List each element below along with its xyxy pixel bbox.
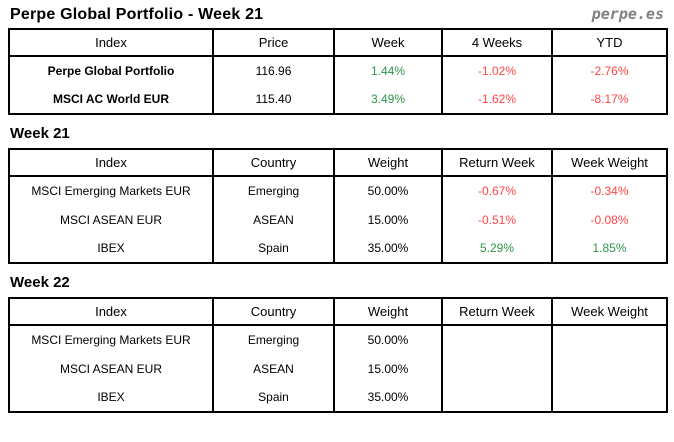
week22-header-row: Index Country Weight Return Week Week We…: [9, 298, 667, 326]
table-row: MSCI Emerging Markets EUR Emerging 50.00…: [9, 176, 667, 205]
cell-index: IBEX: [97, 241, 125, 255]
page-title: Perpe Global Portfolio - Week 21: [10, 6, 264, 23]
cell-week-weight: -0.08%: [551, 205, 667, 234]
week22-header-weight: Weight: [333, 298, 442, 326]
cell-week-return: 3.49%: [333, 85, 442, 114]
table-row: MSCI ASEAN EUR ASEAN 15.00% -0.51% -0.08…: [9, 205, 667, 234]
cell-return-week: -0.51%: [441, 205, 552, 234]
cell-week-weight: [551, 354, 667, 383]
cell-index: MSCI Emerging Markets EUR: [31, 184, 191, 198]
cell-weight: 15.00%: [333, 354, 442, 383]
cell-country: ASEAN: [212, 205, 334, 234]
cell-weight: 15.00%: [333, 205, 442, 234]
cell-4weeks-return: -1.02%: [441, 56, 552, 85]
cell-weight: 50.00%: [333, 325, 442, 354]
cell-country: Spain: [212, 234, 334, 263]
week22-table: Index Country Weight Return Week Week We…: [8, 297, 668, 413]
cell-week-return: 1.44%: [333, 56, 442, 85]
title-bar: Perpe Global Portfolio - Week 21 perpe.e…: [0, 5, 674, 28]
table-row: MSCI Emerging Markets EUR Emerging 50.00…: [9, 325, 667, 354]
cell-price: 116.96: [212, 56, 334, 85]
week21-header-index: Index: [9, 149, 213, 177]
cell-index: Perpe Global Portfolio: [47, 64, 175, 78]
week22-header-week-weight: Week Weight: [551, 298, 667, 326]
cell-country: Emerging: [212, 176, 334, 205]
cell-week-weight: [551, 383, 667, 412]
summary-header-week: Week: [333, 29, 442, 57]
week21-heading: Week 21: [10, 125, 70, 142]
cell-index: MSCI ASEAN EUR: [59, 361, 163, 376]
cell-ytd-return: -2.76%: [551, 56, 667, 85]
cell-weight: 35.00%: [333, 234, 442, 263]
table-row: IBEX Spain 35.00%: [9, 383, 667, 412]
cell-country: Emerging: [212, 325, 334, 354]
summary-header-index: Index: [9, 29, 213, 57]
cell-return-week: 5.29%: [441, 234, 552, 263]
cell-price: 115.40: [212, 85, 334, 114]
week22-header-country: Country: [212, 298, 334, 326]
table-row: MSCI ASEAN EUR ASEAN 15.00%: [9, 354, 667, 383]
cell-return-week: [441, 325, 552, 354]
summary-header-price: Price: [212, 29, 334, 57]
cell-index: MSCI AC World EUR: [53, 92, 169, 106]
week22-header-index: Index: [9, 298, 213, 326]
cell-week-weight: 1.85%: [551, 234, 667, 263]
cell-index: MSCI Emerging Markets EUR: [31, 333, 191, 347]
table-row: Perpe Global Portfolio 116.96 1.44% -1.0…: [9, 56, 667, 85]
week22-heading: Week 22: [10, 274, 70, 291]
week21-header-country: Country: [212, 149, 334, 177]
cell-return-week: [441, 383, 552, 412]
summary-table: Index Price Week 4 Weeks YTD Perpe Globa…: [8, 28, 668, 115]
cell-4weeks-return: -1.62%: [441, 85, 552, 114]
week21-header-return-week: Return Week: [441, 149, 552, 177]
cell-weight: 50.00%: [333, 176, 442, 205]
summary-header-ytd: YTD: [551, 29, 667, 57]
cell-country: ASEAN: [212, 354, 334, 383]
cell-return-week: [441, 354, 552, 383]
brand-wordmark: perpe.es: [591, 5, 664, 23]
week21-table: Index Country Weight Return Week Week We…: [8, 148, 668, 264]
cell-index: IBEX: [97, 390, 125, 404]
cell-country: Spain: [212, 383, 334, 412]
week21-header-weight: Weight: [333, 149, 442, 177]
week21-header-week-weight: Week Weight: [551, 149, 667, 177]
cell-ytd-return: -8.17%: [551, 85, 667, 114]
cell-week-weight: -0.34%: [551, 176, 667, 205]
summary-header-4weeks: 4 Weeks: [441, 29, 552, 57]
summary-header-row: Index Price Week 4 Weeks YTD: [9, 29, 667, 57]
cell-return-week: -0.67%: [441, 176, 552, 205]
week22-header-return-week: Return Week: [441, 298, 552, 326]
cell-weight: 35.00%: [333, 383, 442, 412]
table-row: MSCI AC World EUR 115.40 3.49% -1.62% -8…: [9, 85, 667, 114]
week21-header-row: Index Country Weight Return Week Week We…: [9, 149, 667, 177]
cell-week-weight: [551, 325, 667, 354]
table-row: IBEX Spain 35.00% 5.29% 1.85%: [9, 234, 667, 263]
cell-index: MSCI ASEAN EUR: [59, 212, 163, 227]
